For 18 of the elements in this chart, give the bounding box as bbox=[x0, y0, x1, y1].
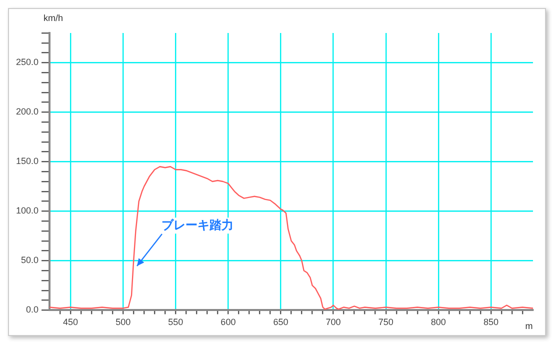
x-tick-label: 650 bbox=[273, 317, 288, 328]
x-tick-label: 450 bbox=[63, 317, 78, 328]
x-tick-label: 800 bbox=[430, 317, 446, 328]
y-tick-label: 100.0 bbox=[16, 206, 39, 216]
x-tick-label: 700 bbox=[326, 317, 341, 328]
y-tick-label: 200.0 bbox=[16, 106, 39, 117]
y-tick-label: 150.0 bbox=[16, 156, 39, 166]
x-tick-label: 600 bbox=[220, 317, 236, 328]
x-tick-label: 750 bbox=[378, 317, 394, 328]
y-axis-title: km/h bbox=[44, 12, 64, 23]
x-tick-label: 850 bbox=[483, 317, 498, 328]
y-tick-label: 50.0 bbox=[20, 255, 39, 266]
x-tick-label: 500 bbox=[116, 317, 131, 328]
y-tick-label: 250.0 bbox=[16, 57, 39, 68]
annotation: ブレーキ踏力 bbox=[162, 218, 234, 232]
x-axis-title: m bbox=[525, 321, 533, 332]
y-tick-label: 0.0 bbox=[26, 304, 39, 315]
x-tick-label: 550 bbox=[168, 317, 184, 328]
